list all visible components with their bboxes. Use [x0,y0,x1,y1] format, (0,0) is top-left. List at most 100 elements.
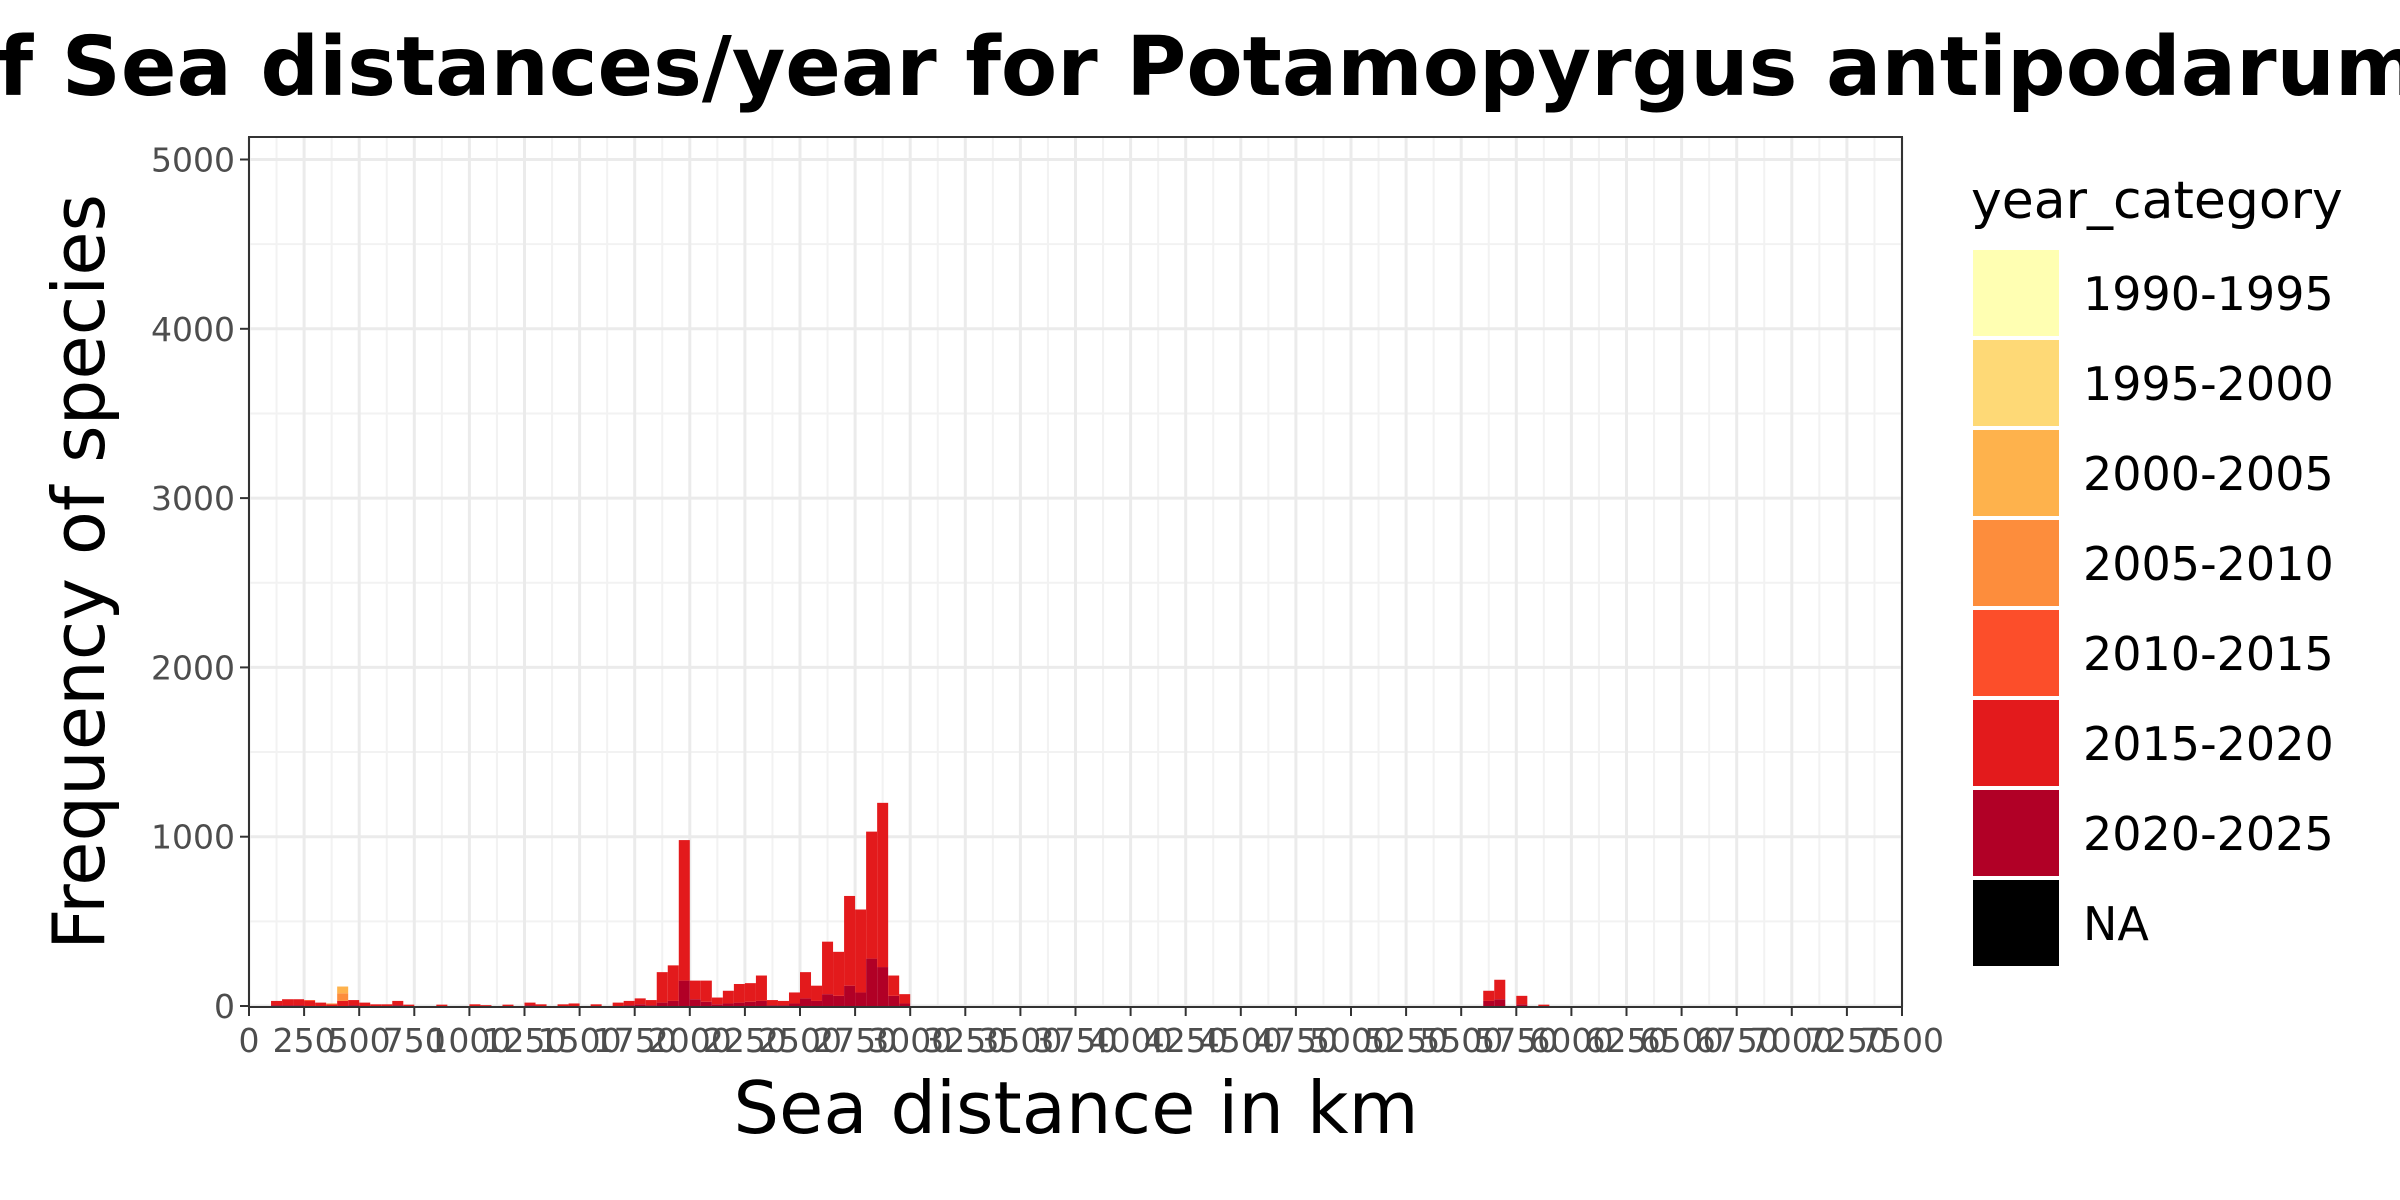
bar-segment [689,980,701,1000]
bar-segment [381,1004,393,1006]
x-tick-label: 7500 [1860,1021,1944,1060]
x-tick-label: 7250 [1805,1021,1889,1060]
bar-segment [711,1004,723,1006]
bar-segment [392,1000,404,1006]
bar-segment [271,1000,283,1006]
bar-segment [502,1004,514,1006]
bar-segment [1538,1004,1550,1006]
bar-segment [755,975,767,1001]
bar-segment [899,1003,911,1006]
bar-segment [733,983,745,1003]
bar-segment [811,1000,823,1006]
bar-segment [777,1000,789,1006]
legend-swatch [1973,340,2059,426]
legend-swatch [1973,790,2059,876]
bar-segment [722,1003,734,1006]
bar-segment [403,1004,415,1006]
bar-segment [392,1005,404,1007]
bar-segment [766,1005,778,1007]
bar-segment [623,1000,635,1006]
x-tick-label: 500 [328,1021,391,1060]
bar-segment [755,1000,767,1006]
bar-segment [766,1000,778,1006]
bar-segment [1516,1004,1528,1006]
chart-title: ies of Sea distances/year for Potamopyrg… [0,20,2400,115]
bar-segment [282,1005,294,1007]
x-tick-label: 3500 [978,1021,1062,1060]
bar-segment [293,999,305,1006]
bar-segment [293,1005,305,1007]
bar-segment [1516,995,1528,1005]
bar-segment [282,999,294,1006]
bar-segment [711,997,723,1005]
bar-segment [304,1000,316,1006]
x-tick-label: 6000 [1529,1021,1613,1060]
legend-label: 2020-2025 [2083,807,2334,861]
bar-segment [866,831,878,959]
legend-swatch [1973,880,2059,966]
bar-segment [337,986,349,994]
bar-segment [326,1004,338,1006]
x-tick-label: 250 [273,1021,336,1060]
bar-segment [568,1003,580,1006]
bar-segment [678,840,690,981]
legend-label: 2015-2020 [2083,717,2334,771]
bar-segment [1483,990,1495,1001]
x-tick-label: 2500 [758,1021,842,1060]
x-tick-label: 3750 [1034,1021,1118,1060]
bar-segment [833,995,845,1006]
x-tick-label: 4250 [1144,1021,1228,1060]
bar-segment [623,1005,635,1007]
x-tick-label: 1250 [483,1021,567,1060]
bar-segment [733,1002,745,1006]
bar-segment [315,1002,327,1006]
bar-segment [645,1005,657,1007]
x-tick-label: 3250 [923,1021,1007,1060]
x-tick-label: 2250 [703,1021,787,1060]
x-tick-label: 1500 [538,1021,622,1060]
bar-segment [844,895,856,986]
bar-segment [844,985,856,1006]
bar-segment [370,1004,382,1006]
legend-swatch [1973,520,2059,606]
bar-segment [656,1002,668,1006]
bar-segment [800,972,812,999]
bar-segment [359,1002,371,1006]
x-tick-label: 5000 [1309,1021,1393,1060]
legend-swatch [1973,610,2059,696]
bar-segment [590,1004,602,1006]
bar-segment [436,1004,448,1006]
x-axis-title: Sea distance in km [733,1066,1418,1150]
x-tick-label: 4000 [1089,1021,1173,1060]
y-tick-label: 1000 [151,818,235,857]
bar-segment [822,941,834,995]
bar-segment [557,1004,569,1006]
bar-segment [700,1001,712,1006]
bar-segment [899,994,911,1004]
bar-segment [612,1002,624,1006]
bar-segment [855,992,867,1006]
x-tick-label: 3000 [868,1021,952,1060]
bar-segment [877,802,889,968]
bar-segment [634,998,646,1005]
y-axis: 0 1000 2000 3000 4000 5000 [151,141,249,1026]
bar-segment [656,972,668,1003]
x-tick-label: 5750 [1474,1021,1558,1060]
bar-segment [480,1005,492,1007]
x-tick-label: 5500 [1419,1021,1503,1060]
legend-label: 1990-1995 [2083,267,2334,321]
x-tick-label: 2000 [648,1021,732,1060]
bar-segment [645,1000,657,1006]
bar-segment [777,1005,789,1007]
x-tick-label: 750 [383,1021,446,1060]
bar-segment [800,998,812,1006]
bars [271,802,1550,1007]
x-tick-label: 0 [239,1021,260,1060]
x-tick-label: 6750 [1695,1021,1779,1060]
x-tick-label: 2750 [813,1021,897,1060]
legend-swatch [1973,430,2059,516]
bar-segment [304,1000,316,1002]
bar-segment [811,985,823,1001]
x-tick-label: 4750 [1254,1021,1338,1060]
bar-segment [271,1005,283,1007]
